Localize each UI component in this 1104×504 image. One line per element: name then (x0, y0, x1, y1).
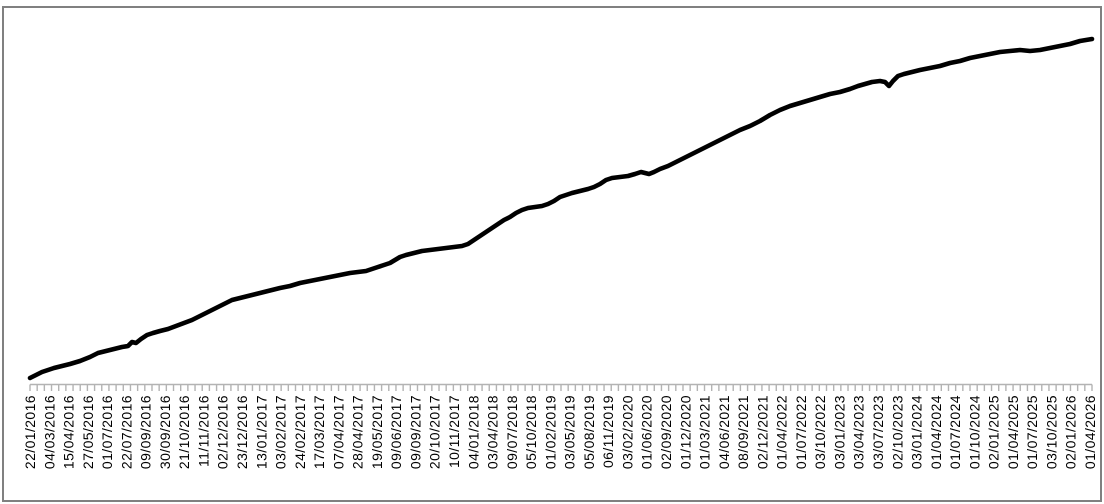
x-axis-label: 04/03/2016 (41, 395, 57, 469)
x-axis-label: 01/04/2025 (1005, 395, 1021, 469)
x-axis-label: 28/04/2017 (350, 395, 366, 469)
x-axis-label: 01/12/2020 (677, 395, 693, 469)
chart-frame (2, 6, 1102, 502)
x-axis-label: 01/10/2024 (966, 395, 982, 469)
x-axis-label: 09/09/2017 (407, 395, 423, 469)
x-axis-label: 03/04/2018 (485, 395, 501, 469)
x-axis-label: 09/07/2018 (504, 395, 520, 469)
x-axis-label: 21/10/2016 (176, 395, 192, 469)
x-axis-label: 01/04/2024 (928, 395, 944, 469)
x-axis-label: 03/02/2020 (619, 395, 635, 469)
x-axis-label: 22/01/2016 (22, 395, 38, 469)
x-axis-label: 20/10/2017 (427, 395, 443, 469)
x-axis-ticks (29, 384, 1093, 391)
x-axis-label: 02/01/2026 (1063, 395, 1079, 469)
x-axis-label: 01/04/2026 (1082, 395, 1098, 469)
x-axis-label: 02/12/2016 (215, 395, 231, 469)
x-axis-label: 01/07/2022 (793, 395, 809, 469)
x-axis-label: 30/09/2016 (157, 395, 173, 469)
x-axis-label: 15/04/2016 (61, 395, 77, 469)
x-axis-label: 03/04/2023 (851, 395, 867, 469)
x-axis-label: 01/02/2019 (542, 395, 558, 469)
x-axis-label: 03/10/2025 (1043, 395, 1059, 469)
x-axis-label: 10/11/2017 (446, 395, 462, 468)
data-series-line (27, 36, 1095, 381)
x-axis-label: 01/07/2016 (99, 395, 115, 469)
x-axis-label: 01/07/2025 (1024, 395, 1040, 469)
data-series (27, 36, 1095, 381)
x-axis-label: 01/07/2024 (947, 395, 963, 469)
x-axis-label: 03/02/2017 (273, 395, 289, 469)
x-axis-label: 03/10/2022 (812, 395, 828, 469)
x-axis-label: 03/05/2019 (562, 395, 578, 469)
x-axis-label: 23/12/2016 (234, 395, 250, 469)
x-axis-label: 24/02/2017 (292, 395, 308, 469)
x-axis-label: 07/04/2017 (330, 395, 346, 469)
x-axis-label: 27/05/2016 (80, 395, 96, 469)
x-axis-label: 22/07/2016 (118, 395, 134, 469)
x-axis-label: 13/01/2017 (253, 395, 269, 469)
x-axis-label: 09/09/2016 (138, 395, 154, 469)
x-axis-label: 05/10/2018 (523, 395, 539, 469)
x-axis-labels: 22/01/2016 04/03/2016 15/04/2016 27/05/2016… (22, 395, 1098, 469)
x-axis-label: 03/01/2023 (831, 395, 847, 469)
x-axis-label: 01/04/2022 (774, 395, 790, 469)
x-axis-label: 01/03/2021 (697, 395, 713, 469)
x-axis-label: 01/06/2020 (639, 395, 655, 469)
x-axis-label: 11/11/2016 (195, 395, 211, 467)
x-axis-label: 05/08/2019 (581, 395, 597, 469)
x-axis-label: 02/09/2020 (658, 395, 674, 469)
x-axis-label: 02/10/2023 (889, 395, 905, 469)
x-axis-label: 19/05/2017 (369, 395, 385, 469)
x-axis-label: 17/03/2017 (311, 395, 327, 469)
x-axis-label: 02/01/2025 (986, 395, 1002, 469)
x-axis-label: 03/07/2023 (870, 395, 886, 469)
x-axis-label: 02/12/2021 (754, 395, 770, 469)
x-axis-label: 06/11/2019 (600, 395, 616, 468)
x-axis-label: 08/09/2021 (735, 395, 751, 469)
x-axis-label: 03/01/2024 (909, 395, 925, 469)
x-axis-label: 09/06/2017 (388, 395, 404, 469)
x-axis-label: 04/01/2018 (465, 395, 481, 469)
x-axis-label: 04/06/2021 (716, 395, 732, 469)
